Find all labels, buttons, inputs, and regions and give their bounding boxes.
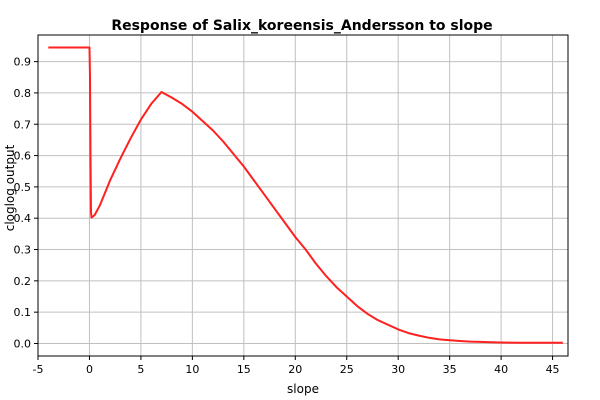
plot-area-frame — [37, 34, 569, 357]
x-tick-label: 10 — [185, 363, 199, 376]
y-tick-label: 0.4 — [14, 212, 32, 225]
y-tick-label: 0.5 — [14, 181, 32, 194]
y-tick-label: 0.0 — [14, 337, 32, 350]
response-curve-line — [48, 46, 563, 344]
y-tick-label: 0.8 — [14, 87, 32, 100]
y-tick-label: 0.7 — [14, 118, 32, 131]
x-tick-label: 0 — [86, 363, 93, 376]
y-tick-label: 0.6 — [14, 150, 32, 163]
x-tick-label: 45 — [546, 363, 560, 376]
x-axis-label: slope — [287, 382, 319, 396]
x-tick-label: 5 — [137, 363, 144, 376]
x-tick-label: 30 — [391, 363, 405, 376]
y-tick-label: 0.2 — [14, 275, 32, 288]
y-axis-label: cloglog output — [3, 144, 17, 231]
y-tick-label: 0.9 — [14, 56, 32, 69]
x-tick-label: 35 — [443, 363, 457, 376]
x-tick-label: 15 — [237, 363, 251, 376]
x-tick-label: -5 — [33, 363, 44, 376]
x-tick-label: 40 — [494, 363, 508, 376]
x-tick-label: 25 — [340, 363, 354, 376]
grid — [37, 35, 568, 356]
series — [48, 46, 563, 344]
y-tick-label: 0.1 — [14, 306, 32, 319]
y-tick-label: 0.3 — [14, 244, 32, 257]
x-tick-label: 20 — [288, 363, 302, 376]
axis-ticks: -5 0 5 10 15 20 25 30 35 40 45 0.0 0.1 0.2 0.3 0.4 0.5 0.… — [14, 56, 560, 376]
chart-title: Response of Salix_koreensis_Andersson to… — [111, 18, 492, 34]
